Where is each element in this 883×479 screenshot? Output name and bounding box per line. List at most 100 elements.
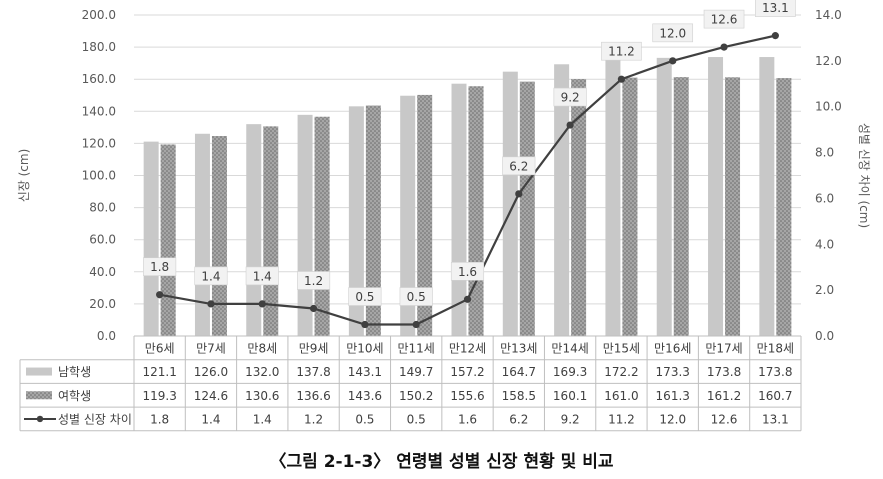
difference-point bbox=[258, 300, 266, 308]
y-tick-label: 20.0 bbox=[89, 297, 116, 311]
y-tick-label: 160.0 bbox=[82, 72, 116, 86]
table-cell: 137.8 bbox=[296, 365, 330, 379]
table-cell: 9.2 bbox=[561, 412, 580, 426]
bar-girls bbox=[417, 94, 433, 336]
table-cell: 136.6 bbox=[296, 389, 330, 403]
table-cell: 1.6 bbox=[458, 412, 477, 426]
y2-tick-label: 0.0 bbox=[815, 329, 834, 343]
table-cell: 173.8 bbox=[707, 365, 741, 379]
bar-boys bbox=[348, 106, 364, 337]
table-cell: 124.6 bbox=[194, 389, 228, 403]
table-cell: 149.7 bbox=[399, 365, 433, 379]
bar-girls bbox=[365, 105, 381, 336]
difference-point bbox=[669, 57, 677, 65]
bar-boys bbox=[297, 114, 313, 337]
legend-label: 여학생 bbox=[58, 389, 91, 403]
bar-boys bbox=[605, 59, 621, 337]
table-cell: 1.4 bbox=[253, 412, 272, 426]
table-cell: 155.6 bbox=[450, 389, 484, 403]
y-tick-label: 200.0 bbox=[82, 8, 116, 22]
table-cell: 158.5 bbox=[502, 389, 536, 403]
data-label: 1.4 bbox=[201, 269, 220, 283]
difference-point bbox=[412, 320, 420, 329]
data-label: 1.8 bbox=[150, 260, 169, 274]
table-cell: 150.2 bbox=[399, 389, 433, 403]
difference-point bbox=[720, 43, 728, 51]
gridlines bbox=[134, 14, 801, 337]
data-label-box bbox=[399, 287, 433, 306]
figure-caption: 〈그림 2-1-3〉 연령별 성별 신장 현황 및 비교 bbox=[269, 452, 614, 472]
data-label-box bbox=[143, 257, 177, 277]
difference-point bbox=[566, 121, 574, 129]
table-cell: 161.0 bbox=[604, 389, 638, 403]
y-axis-title: 신장 (cm) bbox=[17, 149, 31, 203]
data-label-box bbox=[297, 271, 331, 290]
y2-tick-label: 2.0 bbox=[815, 283, 834, 297]
y2-tick-label: 12.0 bbox=[815, 54, 842, 68]
difference-point bbox=[309, 304, 318, 313]
table-cell: 0.5 bbox=[355, 412, 374, 426]
x-tick-label: 만18세 bbox=[757, 341, 794, 355]
bar-girls bbox=[673, 77, 689, 337]
x-tick-label: 만12세 bbox=[449, 341, 486, 355]
table-cell: 157.2 bbox=[450, 365, 484, 379]
difference-point bbox=[515, 190, 523, 198]
y-tick-label: 120.0 bbox=[82, 136, 116, 150]
legend-label: 성별 신장 차이 bbox=[58, 412, 132, 426]
table-cell: 143.6 bbox=[348, 389, 382, 403]
bars bbox=[143, 57, 792, 337]
x-tick-label: 만13세 bbox=[500, 341, 537, 355]
bar-boys bbox=[194, 133, 210, 336]
data-label-box bbox=[450, 262, 485, 281]
difference-point bbox=[156, 291, 164, 299]
table-cell: 12.0 bbox=[659, 412, 686, 426]
table-cell: 12.6 bbox=[711, 412, 738, 426]
data-label: 6.2 bbox=[509, 159, 528, 173]
bar-girls bbox=[211, 136, 227, 336]
y2-tick-label: 6.0 bbox=[815, 191, 834, 205]
bar-girls bbox=[314, 116, 330, 336]
data-label: 1.2 bbox=[304, 274, 323, 288]
data-label: 12.6 bbox=[711, 13, 738, 27]
table-cell: 173.3 bbox=[656, 365, 690, 379]
table-cell: 1.2 bbox=[304, 412, 323, 426]
x-tick-label: 만8세 bbox=[247, 341, 277, 355]
data-label: 9.2 bbox=[561, 91, 580, 105]
data-label: 0.5 bbox=[355, 290, 374, 304]
table-cell: 130.6 bbox=[245, 389, 279, 403]
x-tick-label: 만11세 bbox=[398, 341, 435, 355]
data-label: 1.4 bbox=[253, 269, 272, 283]
bar-girls bbox=[160, 144, 176, 336]
data-label: 0.5 bbox=[407, 290, 426, 304]
y-tick-label: 0.0 bbox=[97, 329, 116, 343]
table-cell: 119.3 bbox=[142, 389, 176, 403]
legend-key-marker bbox=[36, 415, 44, 423]
chart-svg: 1.8 1.4 1.4 1.2 0.5 0.5 1.6 6.2 9.2 11.2 12.0 12.6 1… bbox=[17, 0, 871, 432]
table-cell: 6.2 bbox=[509, 412, 528, 426]
y2-axis-title: 성별 신장 차이 (cm) bbox=[857, 123, 871, 228]
y2-tick-label: 4.0 bbox=[815, 237, 834, 251]
data-label-box bbox=[703, 9, 745, 29]
data-label-box bbox=[652, 23, 694, 43]
bar-girls bbox=[776, 78, 792, 336]
table-cell: 173.8 bbox=[758, 365, 792, 379]
table-cell: 161.3 bbox=[656, 389, 690, 403]
table-cell: 169.3 bbox=[553, 365, 587, 379]
difference-line: 1.8 1.4 1.4 1.2 0.5 0.5 1.6 6.2 9.2 11.2 12.0 12.6 1… bbox=[143, 0, 796, 329]
data-table: 만6세 만7세 만8세 만9세 만10세 만11세 만12세 만13세 만14세 만15세 만16세… bbox=[19, 336, 802, 432]
bar-girls bbox=[725, 77, 741, 337]
y2-tick-label: 10.0 bbox=[815, 100, 842, 114]
difference-point bbox=[771, 32, 779, 40]
bar-boys bbox=[708, 57, 724, 337]
y-tick-label: 80.0 bbox=[89, 201, 116, 215]
y-tick-label: 180.0 bbox=[82, 40, 116, 54]
data-label-box bbox=[194, 266, 228, 286]
axes: 0.0 20.0 40.0 60.0 80.0 100.0 120.0 140.0 160.0 1… bbox=[17, 8, 871, 343]
table-cell: 0.5 bbox=[407, 412, 426, 426]
table-cell: 13.1 bbox=[762, 412, 789, 426]
table-cell: 132.0 bbox=[245, 365, 279, 379]
y2-tick-label: 8.0 bbox=[815, 146, 834, 160]
y-tick-label: 100.0 bbox=[82, 169, 116, 183]
table-cell: 126.0 bbox=[194, 365, 228, 379]
